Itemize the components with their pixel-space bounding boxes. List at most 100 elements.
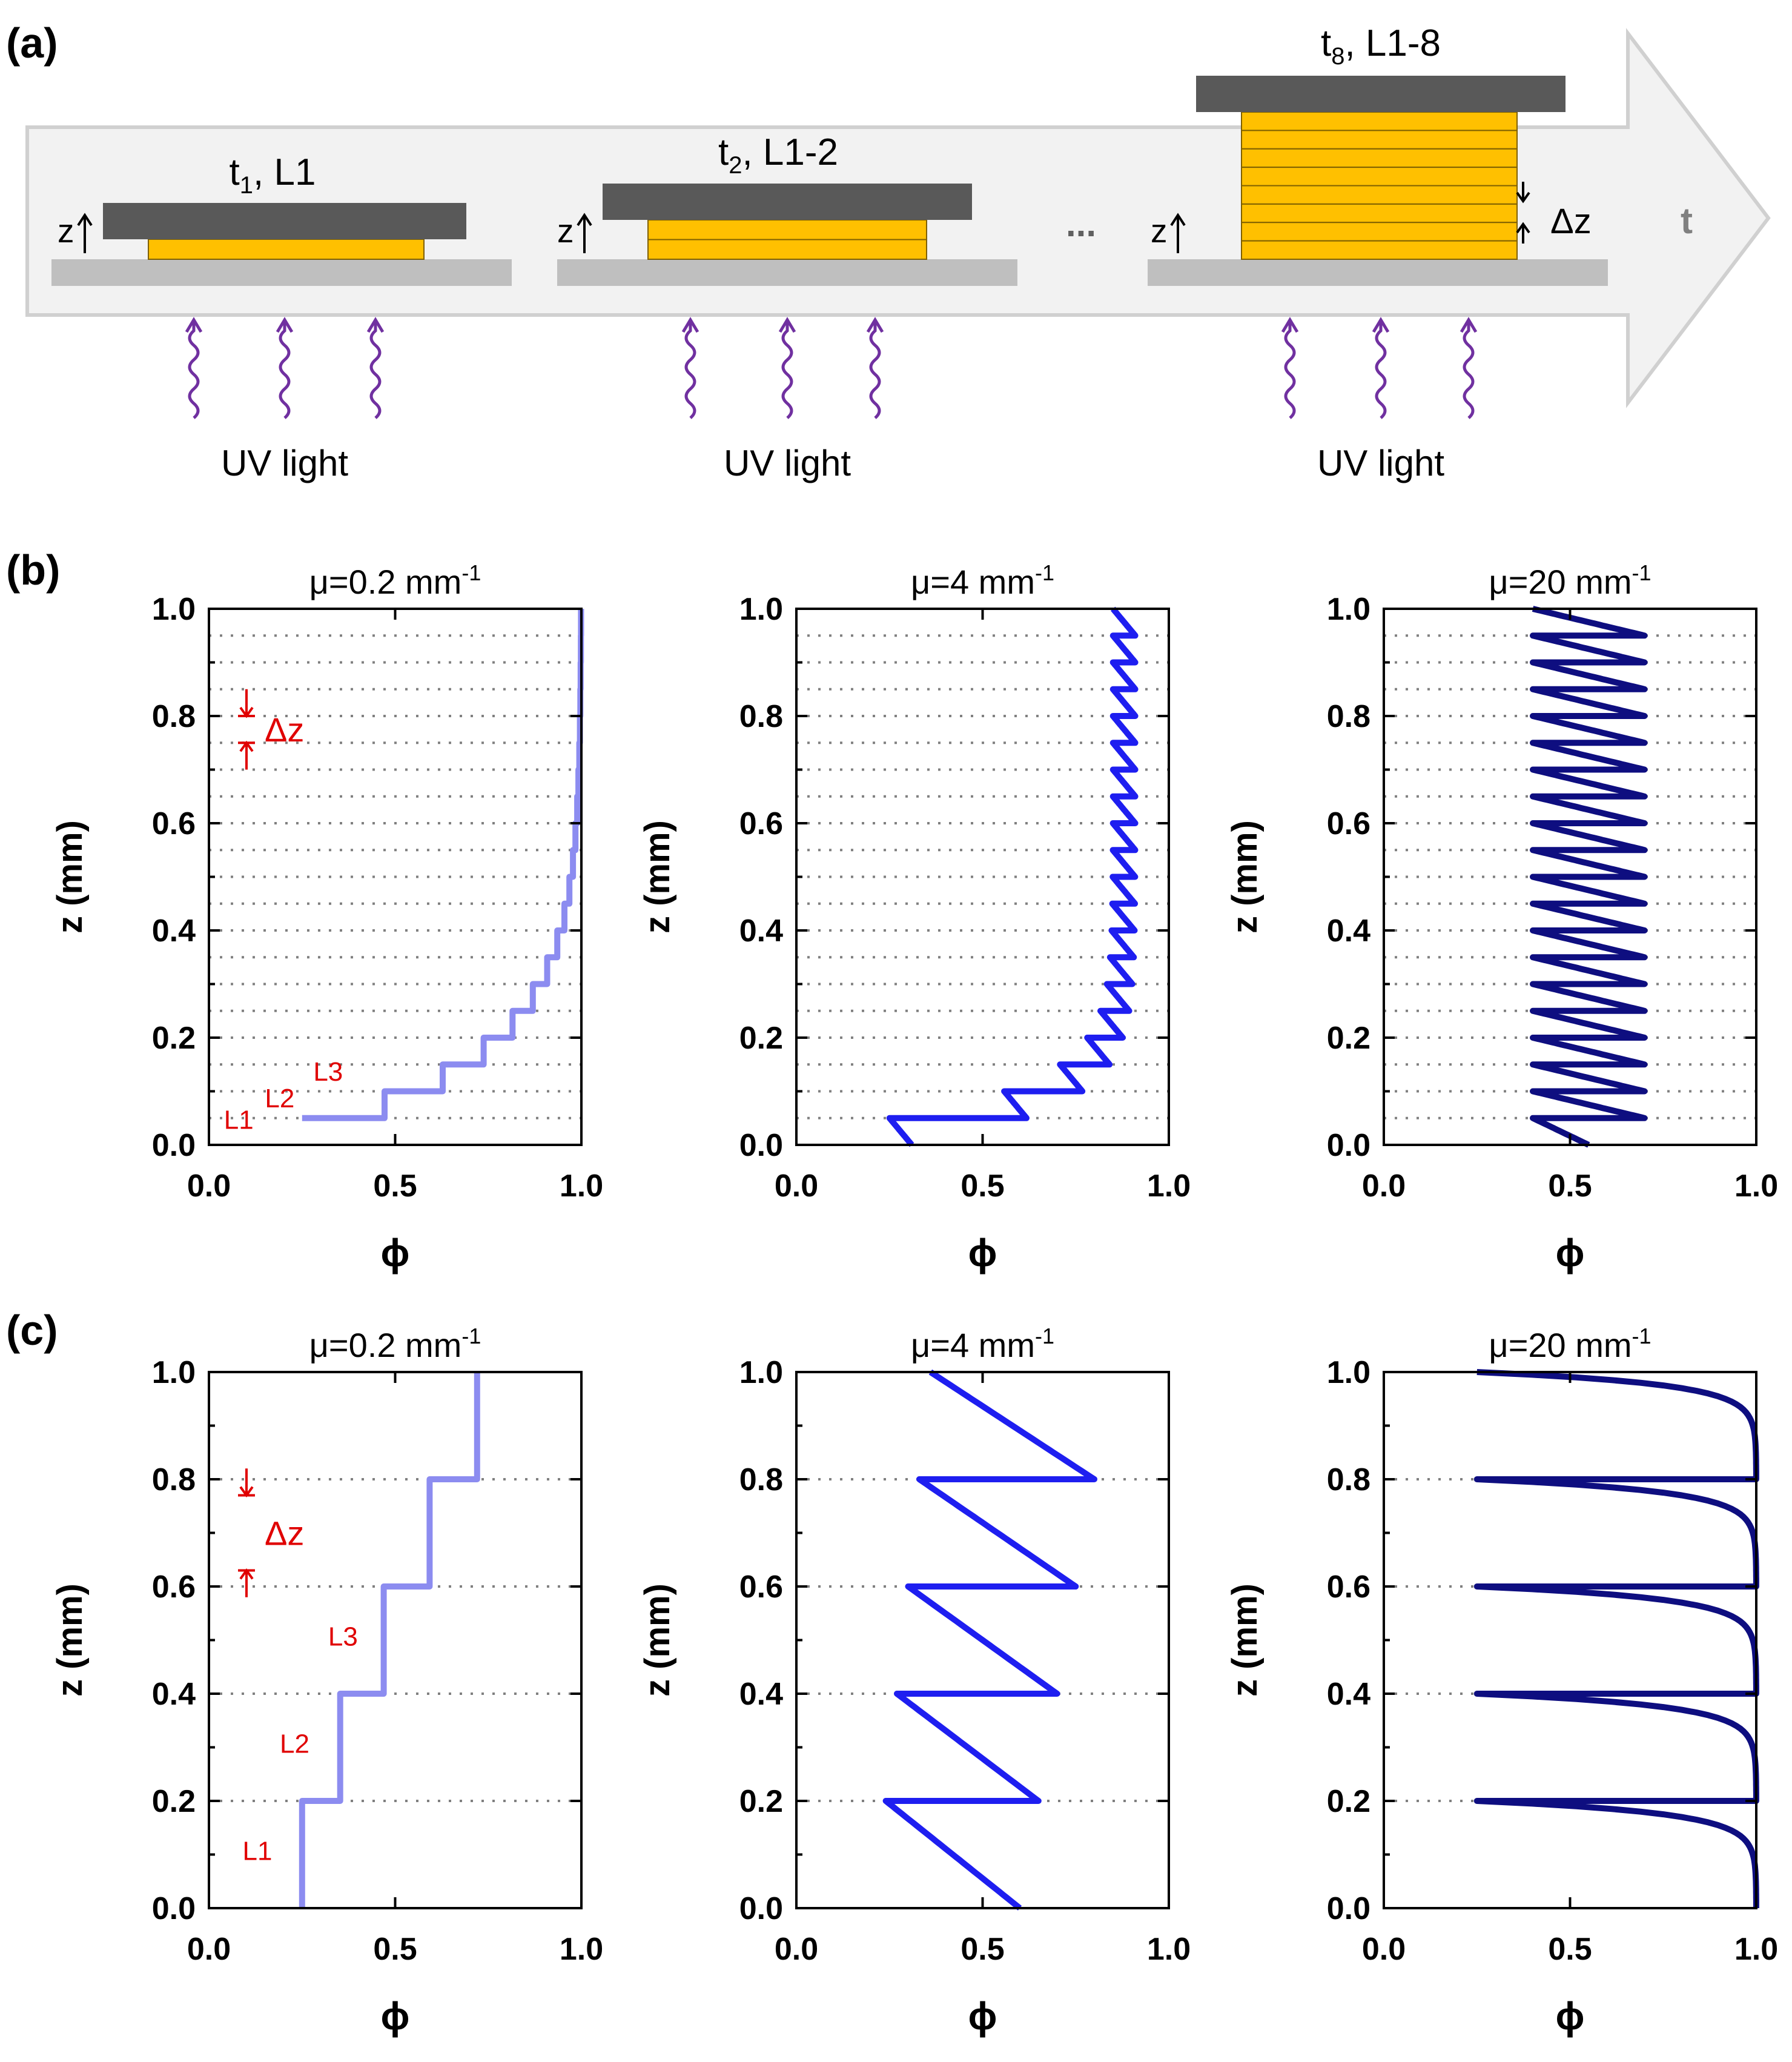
resin-layer <box>1241 167 1518 187</box>
z-axis-label: z <box>557 212 574 250</box>
x-tick-label: 1.0 <box>1147 1169 1191 1204</box>
layer-annotation-label: L2 <box>265 1084 294 1113</box>
y-tick-label: 1.0 <box>1327 592 1370 627</box>
plot-frame <box>208 1371 583 1909</box>
print-stage-1: t1, L1 z UV light <box>51 151 512 483</box>
x-tick-label: 1.0 <box>1734 1932 1778 1967</box>
base-plate <box>51 259 512 286</box>
charts-grid: 0.0 0.2 0.4 0.6 0.8 1.0 0.0 0.5 1.0 μ=0.2 mm-1 ϕ z … <box>50 560 1778 2038</box>
dz-annotation-icon <box>238 689 255 770</box>
uv-light-label: UV light <box>1317 443 1444 483</box>
z-arrow-icon <box>1170 213 1186 253</box>
data-series-line <box>882 1369 1097 1911</box>
x-axis-label: ϕ <box>381 1994 410 2038</box>
resin-layer <box>1241 222 1518 242</box>
z-axis-label: z <box>58 212 74 250</box>
x-tick-label: 0.5 <box>373 1932 417 1967</box>
dz-label: Δz <box>1550 202 1592 241</box>
x-tick-label: 0.0 <box>1362 1932 1406 1967</box>
y-tick-label: 0.0 <box>739 1128 783 1163</box>
y-tick-label: 0.0 <box>152 1891 196 1926</box>
y-tick-label: 0.4 <box>1327 913 1370 949</box>
x-tick-label: 0.5 <box>960 1169 1004 1204</box>
build-plate <box>1196 76 1566 112</box>
base-plate <box>1148 259 1608 286</box>
x-tick-label: 0.0 <box>187 1932 231 1967</box>
y-tick-label: 1.0 <box>739 592 783 627</box>
y-tick-label: 0.2 <box>152 1021 196 1056</box>
chart-c-1: 0.0 0.2 0.4 0.6 0.8 1.0 0.0 0.5 1.0 μ=0.2 mm-1 ϕ z … <box>50 1324 603 2038</box>
resin-layer <box>1241 148 1518 168</box>
chart-b-2: 0.0 0.2 0.4 0.6 0.8 1.0 0.0 0.5 1.0 μ=4 mm-1 ϕ z (m… <box>638 560 1191 1275</box>
stage-label: t8, L1-8 <box>1321 22 1441 70</box>
y-tick-label: 0.4 <box>739 913 783 949</box>
resin-layer <box>1241 203 1518 224</box>
y-tick-label: 0.8 <box>739 1462 783 1497</box>
x-tick-label: 0.0 <box>775 1169 818 1204</box>
y-tick-label: 1.0 <box>152 1355 196 1390</box>
data-series-line <box>1530 606 1648 1148</box>
uv-wave-icon <box>366 317 385 419</box>
y-tick-label: 1.0 <box>739 1355 783 1390</box>
plot-frame <box>1383 1371 1757 1909</box>
x-tick-label: 0.5 <box>1548 1169 1592 1204</box>
y-axis-label: z (mm) <box>638 1583 677 1697</box>
y-tick-label: 0.4 <box>152 913 196 949</box>
y-tick-label: 0.0 <box>739 1891 783 1926</box>
y-tick-label: 0.2 <box>152 1784 196 1819</box>
y-tick-label: 0.6 <box>1327 806 1370 841</box>
uv-wave-icon <box>681 317 699 419</box>
y-tick-label: 0.8 <box>152 1462 196 1497</box>
x-axis-label: ϕ <box>381 1231 410 1275</box>
data-series-line <box>1473 1369 1759 1909</box>
y-axis-label: z (mm) <box>1225 1583 1265 1697</box>
uv-light-label: UV light <box>221 443 348 483</box>
y-tick-label: 0.0 <box>152 1128 196 1163</box>
data-series-line <box>299 1372 480 1908</box>
panel-label-c: (c) <box>6 1307 58 1354</box>
print-stage-3: t8, L1-8 z UV light <box>1148 22 1608 483</box>
chart-title: μ=4 mm-1 <box>911 1324 1054 1364</box>
y-tick-label: 0.6 <box>152 1570 196 1605</box>
y-tick-label: 0.2 <box>1327 1021 1370 1056</box>
panel-label-b: (b) <box>6 546 60 594</box>
x-tick-label: 1.0 <box>1734 1169 1778 1204</box>
dz-annotation-icon <box>238 1468 255 1597</box>
x-axis-label: ϕ <box>968 1231 997 1275</box>
resin-layer <box>1241 111 1518 131</box>
panel-label-a: (a) <box>6 19 58 67</box>
chart-title: μ=0.2 mm-1 <box>309 1324 481 1364</box>
build-plate <box>103 203 466 239</box>
x-tick-label: 1.0 <box>560 1169 603 1204</box>
uv-wave-icon <box>866 317 884 419</box>
x-axis-label: ϕ <box>1556 1231 1585 1275</box>
resin-layer <box>647 219 927 240</box>
data-series-line <box>302 609 584 1121</box>
y-tick-label: 0.0 <box>1327 1891 1370 1926</box>
y-axis-label: z (mm) <box>50 1583 90 1697</box>
x-tick-label: 0.5 <box>960 1932 1004 1967</box>
layer-annotation-label: L2 <box>280 1729 309 1759</box>
resin-layer <box>148 239 425 260</box>
y-tick-label: 0.8 <box>1327 699 1370 734</box>
y-tick-label: 0.4 <box>152 1677 196 1712</box>
y-tick-label: 1.0 <box>152 592 196 627</box>
chart-title: μ=0.2 mm-1 <box>309 560 481 601</box>
y-tick-label: 0.2 <box>1327 1784 1370 1819</box>
y-tick-label: 0.8 <box>739 699 783 734</box>
layer-annotation-label: L3 <box>313 1057 343 1087</box>
x-axis-label: ϕ <box>1556 1994 1585 2038</box>
z-axis-label: z <box>1151 212 1168 250</box>
uv-wave-icon <box>1372 317 1390 419</box>
chart-c-2: 0.0 0.2 0.4 0.6 0.8 1.0 0.0 0.5 1.0 μ=4 mm-1 ϕ z (m… <box>638 1324 1191 2038</box>
y-tick-label: 0.6 <box>739 806 783 841</box>
chart-b-3: 0.0 0.2 0.4 0.6 0.8 1.0 0.0 0.5 1.0 μ=20 mm-1 ϕ z (… <box>1225 560 1778 1275</box>
y-tick-label: 0.8 <box>152 699 196 734</box>
y-axis-label: z (mm) <box>50 820 90 933</box>
uv-wave-icon <box>1460 317 1478 419</box>
base-plate <box>557 259 1017 286</box>
x-tick-label: 0.5 <box>373 1169 417 1204</box>
y-tick-label: 0.2 <box>739 1784 783 1819</box>
time-axis-label: t <box>1681 201 1693 241</box>
